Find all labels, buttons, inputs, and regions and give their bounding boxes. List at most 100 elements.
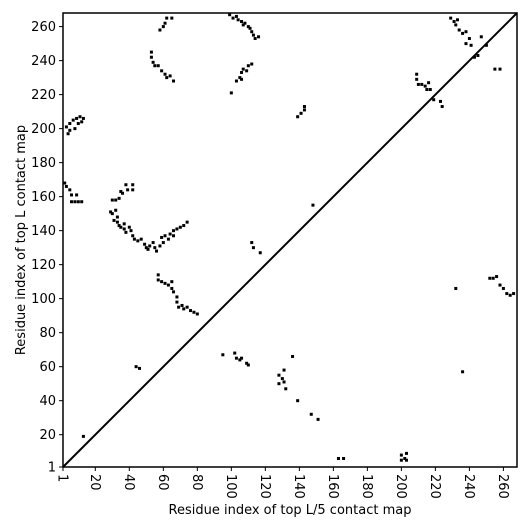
contact-point	[163, 72, 167, 76]
contact-point	[240, 356, 244, 360]
x-tick-label: 200	[393, 474, 408, 499]
contact-point	[177, 305, 181, 309]
contact-point	[399, 458, 403, 462]
contact-point	[245, 361, 249, 365]
contact-point	[258, 251, 262, 255]
contact-point	[234, 14, 238, 18]
contact-point	[241, 67, 245, 71]
contact-point	[415, 77, 419, 81]
contact-point	[68, 122, 72, 126]
contact-point	[75, 193, 79, 197]
contact-point	[71, 118, 75, 122]
contact-point	[160, 235, 164, 239]
contact-point	[172, 229, 176, 233]
contact-point	[250, 241, 254, 245]
diagonal-line	[62, 12, 518, 468]
contact-point	[234, 356, 238, 360]
contact-point	[228, 13, 232, 17]
y-tick-label: 260	[31, 20, 56, 35]
contact-point	[122, 222, 126, 226]
contact-point	[109, 210, 113, 214]
contact-point	[469, 43, 473, 47]
contact-point	[119, 190, 123, 194]
contact-point	[112, 218, 116, 222]
contact-point	[175, 227, 179, 231]
contact-point	[253, 37, 257, 41]
contact-point	[195, 312, 199, 316]
contact-point	[241, 23, 245, 27]
contact-point	[508, 293, 512, 297]
contact-point	[172, 290, 176, 294]
contact-point	[158, 244, 162, 248]
y-tick-label: 1	[48, 461, 56, 476]
contact-point	[336, 456, 340, 460]
x-tick-label: 240	[461, 474, 476, 499]
contact-point	[73, 127, 77, 131]
contact-point	[449, 16, 453, 20]
contact-point	[221, 353, 225, 357]
contact-point	[148, 244, 152, 248]
contact-point	[139, 237, 143, 241]
y-axis-label: Residue index of top L contact map	[14, 125, 29, 355]
contact-point	[277, 382, 281, 386]
plot-frame	[62, 12, 518, 468]
contact-point	[156, 278, 160, 282]
y-tick-label: 200	[31, 122, 56, 137]
contact-point	[151, 60, 155, 64]
contact-point	[131, 234, 135, 238]
contact-point	[158, 28, 162, 32]
contact-point	[76, 200, 80, 204]
contact-point	[296, 399, 300, 403]
contact-point	[63, 181, 67, 185]
contact-point	[166, 283, 170, 287]
contact-point	[124, 183, 128, 187]
x-tick-label: 260	[495, 474, 510, 499]
contact-point	[168, 232, 172, 236]
contact-point	[189, 309, 193, 313]
contact-point	[454, 23, 458, 27]
contact-point	[403, 456, 407, 460]
contact-point	[282, 380, 286, 384]
contact-point	[245, 69, 249, 73]
y-tick-label: 180	[31, 156, 56, 171]
contact-point	[153, 246, 157, 250]
contact-point	[427, 81, 431, 85]
contact-point	[250, 62, 254, 66]
contact-point	[501, 286, 505, 290]
contact-point	[277, 373, 281, 377]
y-tick-label: 40	[39, 394, 56, 409]
y-tick-label: 220	[31, 88, 56, 103]
contact-point	[236, 18, 240, 22]
contact-point	[178, 225, 182, 229]
contact-point	[80, 120, 84, 124]
contact-point	[299, 111, 303, 115]
contact-point	[302, 105, 306, 109]
contact-point	[149, 50, 153, 54]
contact-point	[238, 76, 242, 80]
x-tick-label: 100	[223, 474, 238, 499]
contact-point	[172, 234, 176, 238]
contact-point	[185, 220, 189, 224]
contact-point	[505, 292, 509, 296]
contact-point	[251, 33, 255, 37]
contact-point	[132, 237, 136, 241]
contact-point	[119, 225, 123, 229]
contact-point	[309, 412, 313, 416]
contact-point	[124, 230, 128, 234]
contact-point	[149, 55, 153, 59]
contact-point	[192, 310, 196, 314]
contact-point	[143, 242, 147, 246]
contact-point	[81, 116, 85, 120]
contact-point	[455, 18, 459, 22]
contact-point	[498, 67, 502, 71]
contact-point	[404, 451, 408, 455]
x-tick-label: 1	[55, 474, 70, 482]
contact-point	[240, 77, 244, 81]
contact-point	[64, 125, 68, 129]
x-tick-label: 80	[189, 474, 204, 491]
contact-point	[117, 196, 121, 200]
contact-point	[170, 280, 174, 284]
contact-point	[70, 193, 74, 197]
contact-point	[73, 200, 77, 204]
y-tick-label: 120	[31, 258, 56, 273]
